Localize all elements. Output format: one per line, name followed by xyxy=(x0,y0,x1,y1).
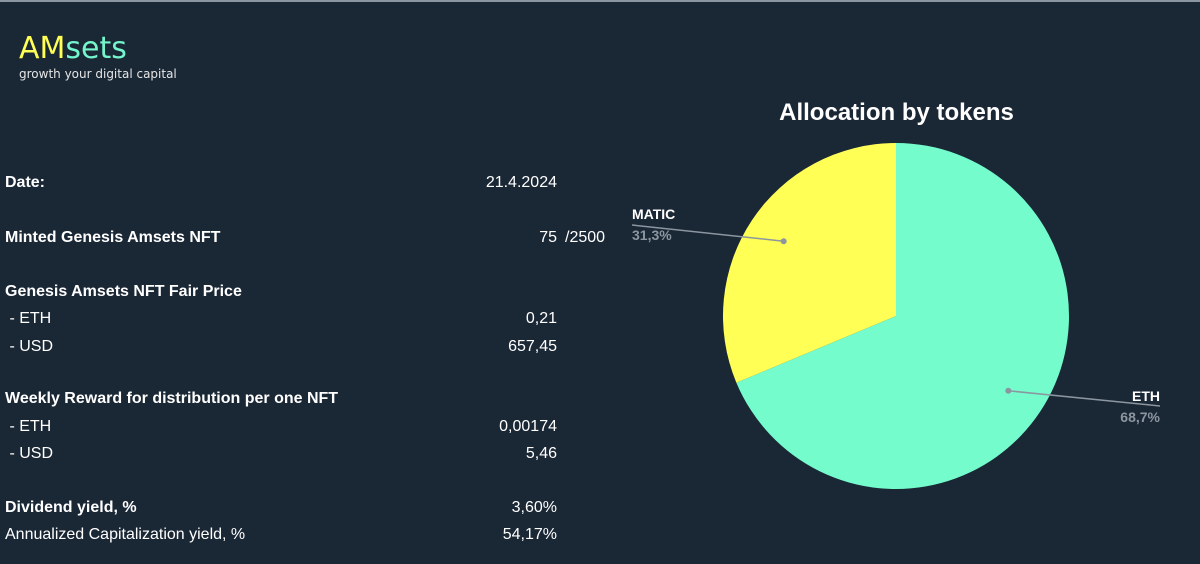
slice-label-matic: MATIC xyxy=(632,206,675,222)
top-border xyxy=(0,0,1200,2)
weekly-eth-label: - ETH xyxy=(5,418,52,435)
minted-label: Minted Genesis Amsets NFT xyxy=(5,229,221,246)
weekly-reward-label: Weekly Reward for distribution per one N… xyxy=(5,390,339,407)
slice-percent-matic: 31,3% xyxy=(632,227,672,243)
dividend-yield-value: 3,60% xyxy=(511,499,557,516)
weekly-usd-label: - USD xyxy=(5,445,53,462)
date-label: Date: xyxy=(5,174,46,191)
leader-line-eth xyxy=(1008,390,1161,407)
fair-eth-value: 0,21 xyxy=(525,310,557,327)
amsets-logo: AMsets growth your digital capital xyxy=(19,32,177,82)
fair-price-label: Genesis Amsets NFT Fair Price xyxy=(5,283,242,300)
minted-total: /2500 xyxy=(565,229,606,246)
weekly-eth-value: 0,00174 xyxy=(499,418,557,435)
chart-title: Allocation by tokens xyxy=(779,99,1014,126)
fair-eth-label: - ETH xyxy=(5,310,52,327)
fair-usd-label: - USD xyxy=(5,338,53,355)
date-value: 21.4.2024 xyxy=(485,174,557,191)
annualized-yield-label: Annualized Capitalization yield, % xyxy=(5,526,246,543)
logo-am: AM xyxy=(19,31,66,66)
logo-wordmark: AMsets xyxy=(19,32,177,66)
annualized-yield-value: 54,17% xyxy=(502,526,557,543)
pie-slice-matic xyxy=(723,143,896,383)
fair-usd-value: 657,45 xyxy=(508,338,557,355)
logo-tagline: growth your digital capital xyxy=(19,67,177,81)
pie-slice-eth xyxy=(736,143,1070,489)
leader-line-matic xyxy=(631,224,784,242)
slice-label-eth: ETH xyxy=(1132,388,1160,404)
weekly-usd-value: 5,46 xyxy=(525,445,557,462)
slice-percent-eth: 68,7% xyxy=(1120,409,1160,425)
minted-value: 75 xyxy=(539,229,557,246)
logo-sets: sets xyxy=(65,31,127,66)
dividend-yield-label: Dividend yield, % xyxy=(5,499,137,516)
